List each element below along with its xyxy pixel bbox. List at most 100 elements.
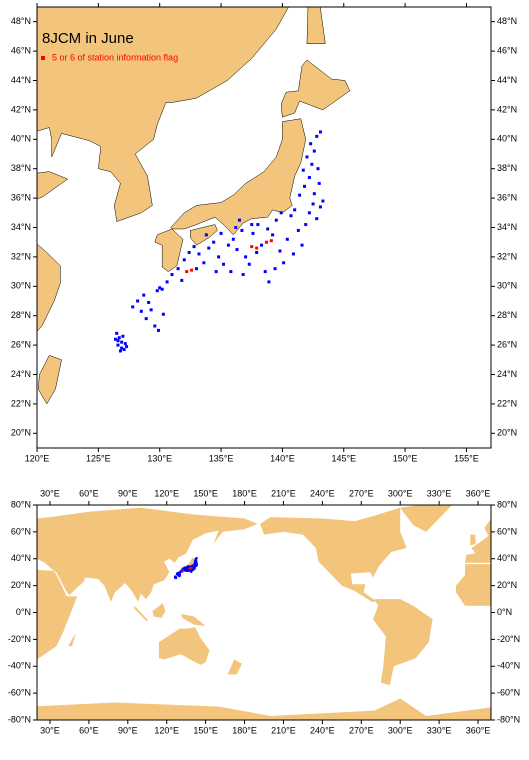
y-tick-label: 44°N — [497, 75, 517, 85]
station — [264, 270, 267, 273]
y-tick-label: 20°N — [11, 428, 31, 438]
station — [145, 317, 148, 320]
x-tick-label: 140°E — [270, 453, 295, 463]
y-tick-label: 60°N — [11, 526, 31, 536]
station — [250, 245, 253, 248]
station — [232, 238, 235, 241]
y-tick-label: 42°N — [11, 104, 31, 114]
station — [244, 255, 247, 258]
station — [207, 247, 210, 250]
station — [123, 348, 126, 351]
y-tick-label: -40°N — [8, 661, 31, 671]
station — [153, 324, 156, 327]
station — [220, 232, 223, 235]
y-tick-label: 40°N — [497, 134, 517, 144]
station — [187, 565, 189, 567]
station — [202, 261, 205, 264]
station — [310, 163, 313, 166]
y-tick-label: 30°N — [497, 281, 517, 291]
y-tick-label: 26°N — [11, 339, 31, 349]
station — [270, 239, 273, 242]
x-tick-label: 130°E — [147, 453, 172, 463]
station — [222, 263, 225, 266]
station — [265, 241, 268, 244]
x-tick-label: 120°E — [154, 725, 179, 735]
land — [152, 603, 165, 618]
station — [193, 245, 196, 248]
land — [260, 508, 407, 602]
x-tick-label: 270°E — [349, 725, 374, 735]
land — [155, 229, 183, 272]
land — [181, 614, 206, 626]
station — [305, 155, 308, 158]
station — [292, 252, 295, 255]
land — [470, 535, 475, 546]
station — [156, 289, 159, 292]
station — [271, 233, 274, 236]
station — [255, 251, 258, 254]
station — [260, 244, 263, 247]
y-tick-label: 0°N — [497, 607, 512, 617]
station — [217, 255, 220, 258]
station — [180, 279, 183, 282]
station — [131, 305, 134, 308]
station — [250, 223, 253, 226]
x-tick-label: 300°E — [388, 488, 413, 498]
station — [297, 229, 300, 232]
station — [242, 273, 245, 276]
land — [281, 60, 350, 117]
station — [118, 336, 121, 339]
x-tick-label: 30°E — [40, 725, 60, 735]
x-tick-label: 240°E — [310, 488, 335, 498]
x-tick-label: 30°E — [40, 488, 60, 498]
y-tick-label: 44°N — [11, 75, 31, 85]
y-tick-label: 38°N — [497, 163, 517, 173]
x-tick-label: 330°E — [427, 488, 452, 498]
x-tick-label: 150°E — [393, 453, 418, 463]
x-tick-label: 145°E — [331, 453, 356, 463]
station — [175, 577, 177, 579]
x-tick-label: 180°E — [232, 725, 257, 735]
station — [319, 130, 322, 133]
station — [278, 250, 281, 253]
station — [185, 270, 188, 273]
y-tick-label: 40°N — [11, 134, 31, 144]
station — [266, 227, 269, 230]
station — [190, 567, 192, 569]
land — [38, 355, 61, 404]
land — [159, 627, 210, 665]
map-area — [31, 502, 498, 726]
station — [116, 344, 119, 347]
land — [400, 502, 452, 532]
station — [316, 167, 319, 170]
station — [275, 219, 278, 222]
y-tick-label: -20°N — [8, 634, 31, 644]
y-tick-label: 48°N — [497, 16, 517, 26]
station — [142, 294, 145, 297]
land — [25, 172, 68, 204]
land — [134, 606, 148, 621]
y-tick-label: -60°N — [497, 688, 520, 698]
land — [68, 633, 76, 646]
station — [191, 570, 193, 572]
x-tick-label: 155°E — [454, 453, 479, 463]
station — [179, 575, 181, 577]
station — [318, 182, 321, 185]
station — [196, 557, 198, 559]
land — [373, 599, 433, 685]
y-tick-label: -80°N — [8, 714, 31, 724]
station — [215, 270, 218, 273]
land — [228, 660, 242, 675]
land — [37, 508, 258, 602]
station — [157, 329, 160, 332]
x-tick-label: 60°E — [79, 725, 99, 735]
station — [125, 345, 128, 348]
y-tick-label: 26°N — [497, 339, 517, 349]
y-tick-label: 24°N — [497, 369, 517, 379]
y-tick-label: 40°N — [497, 553, 517, 563]
x-tick-label: 150°E — [193, 488, 218, 498]
station — [190, 269, 193, 272]
station — [302, 169, 305, 172]
land — [456, 564, 491, 606]
